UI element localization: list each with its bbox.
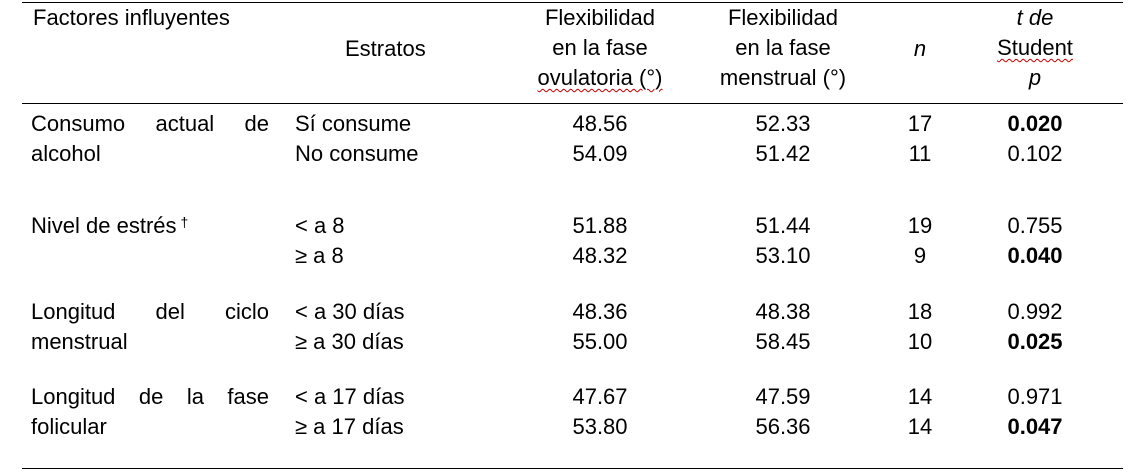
ovulatory-value: 54.09	[572, 141, 628, 166]
strata-label: < a 8	[295, 213, 345, 238]
p-value: 0.020	[1007, 111, 1063, 136]
factor-label-line1: Nivel de estrés †	[31, 211, 269, 241]
header-menstrual-line2: en la fase	[735, 35, 831, 60]
header-menstrual-line1: Flexibilidad	[727, 5, 839, 30]
header-ovulatory-line1: Flexibilidad	[544, 5, 656, 30]
header-ovulatory-line3: ovulatoria (°)	[500, 63, 700, 93]
factor-label-text: Consumo actual de	[31, 111, 269, 136]
ovulatory-value: 48.32	[572, 243, 628, 268]
ovulatory-value: 47.67	[572, 384, 628, 409]
menstrual-value: 52.33	[755, 111, 811, 136]
factor-label-line2: folicular	[31, 414, 107, 439]
table-bottom-rule	[22, 468, 1123, 469]
ovulatory-value: 53.80	[572, 414, 628, 439]
menstrual-value: 51.44	[755, 213, 811, 238]
factor-label-text: Nivel de estrés	[31, 213, 177, 238]
menstrual-value: 47.59	[755, 384, 811, 409]
n-value: 14	[907, 384, 933, 409]
header-t-test-line1: t de	[960, 3, 1110, 33]
n-value: 14	[907, 414, 933, 439]
strata-label: ≥ a 17 días	[295, 414, 404, 439]
menstrual-value: 48.38	[755, 299, 811, 324]
header-menstrual: Flexibilidad en la fase menstrual (°)	[683, 3, 883, 93]
factor-label-line1: Consumo actual de	[31, 109, 269, 139]
p-value: 0.992	[1007, 299, 1063, 324]
strata-label: < a 30 días	[295, 299, 405, 324]
header-t-test-line2-text: Student	[997, 35, 1073, 60]
p-value: 0.047	[1007, 414, 1063, 439]
factor-cell: Longitud de la fase folicular	[31, 382, 269, 442]
header-strata: Estratos	[345, 36, 426, 61]
strata-label: No consume	[295, 141, 419, 166]
n-value: 10	[907, 329, 933, 354]
n-value: 17	[907, 111, 933, 136]
header-ovulatory: Flexibilidad en la fase ovulatoria (°)	[500, 3, 700, 93]
menstrual-value: 53.10	[755, 243, 811, 268]
strata-label: ≥ a 8	[295, 243, 344, 268]
strata-label: Sí consume	[295, 111, 412, 136]
factor-label-line1: Longitud del ciclo	[31, 297, 269, 327]
header-menstrual-line3: menstrual (°)	[719, 65, 847, 90]
footnote-dagger: †	[180, 214, 189, 230]
header-ovulatory-line3-text: ovulatoria (°)	[537, 65, 663, 90]
header-t-test-line2: Student	[960, 33, 1110, 63]
p-value: 0.102	[1007, 141, 1063, 166]
ovulatory-value: 55.00	[572, 329, 628, 354]
header-ovulatory-line2: en la fase	[552, 35, 648, 60]
header-t-test-line1-text: t de	[1016, 5, 1054, 30]
n-value: 9	[913, 243, 927, 268]
menstrual-value: 51.42	[755, 141, 811, 166]
p-value: 0.755	[1007, 213, 1063, 238]
n-value: 19	[907, 213, 933, 238]
n-value: 18	[907, 299, 933, 324]
ovulatory-value: 48.36	[572, 299, 628, 324]
factor-cell: Consumo actual de alcohol	[31, 109, 269, 169]
header-t-test: t de Student p	[960, 3, 1110, 93]
table-header-rule	[22, 103, 1123, 104]
menstrual-value: 56.36	[755, 414, 811, 439]
strata-label: < a 17 días	[295, 384, 405, 409]
n-value: 11	[908, 141, 932, 166]
factor-label-line1: Longitud de la fase	[31, 382, 269, 412]
strata-label: ≥ a 30 días	[295, 329, 404, 354]
factor-cell: Longitud del ciclo menstrual	[31, 297, 269, 357]
header-t-test-line3: p	[1028, 65, 1042, 90]
factor-label-text: Longitud del ciclo	[31, 299, 269, 324]
factor-cell: Nivel de estrés †	[31, 211, 269, 241]
factor-label-line2: alcohol	[31, 141, 101, 166]
header-n: n	[913, 36, 927, 61]
table-top-rule	[22, 2, 1123, 3]
p-value: 0.040	[1007, 243, 1063, 268]
ovulatory-value: 51.88	[572, 213, 628, 238]
ovulatory-value: 48.56	[572, 111, 628, 136]
menstrual-value: 58.45	[755, 329, 811, 354]
factor-label-line2: menstrual	[31, 329, 128, 354]
header-factor: Factores influyentes	[33, 5, 230, 30]
factor-label-text: Longitud de la fase	[31, 384, 269, 409]
p-value: 0.025	[1007, 329, 1063, 354]
p-value: 0.971	[1007, 384, 1063, 409]
